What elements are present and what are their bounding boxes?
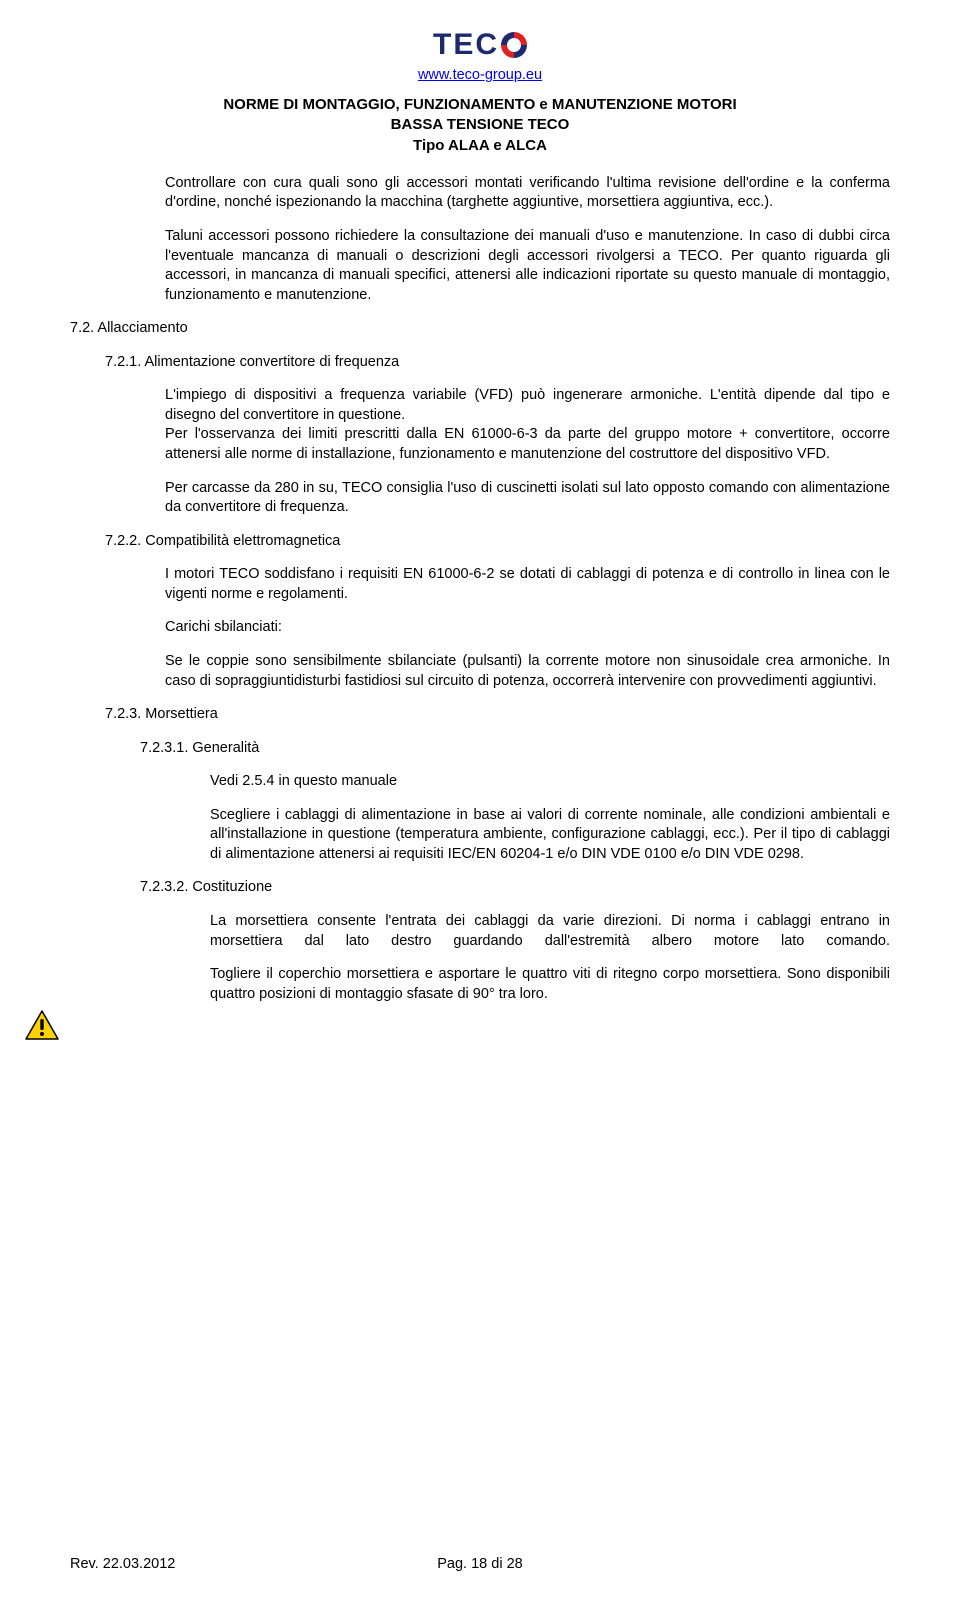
section-7-2-3-2: 7.2.3.2. Costituzione bbox=[140, 878, 890, 898]
paragraph-7-2-1-block: L'impiego di dispositivi a frequenza var… bbox=[165, 386, 890, 464]
paragraph-7-2-2-c: Se le coppie sono sensibilmente sbilanci… bbox=[165, 652, 890, 691]
section-7-2: 7.2. Allacciamento bbox=[70, 319, 890, 339]
paragraph-7-2-1-b: Per l'osservanza dei limiti prescritti d… bbox=[165, 426, 890, 462]
section-7-2-2: 7.2.2. Compatibilità elettromagnetica bbox=[105, 532, 890, 552]
document-title: NORME DI MONTAGGIO, FUNZIONAMENTO e MANU… bbox=[70, 95, 890, 156]
title-line-2: BASSA TENSIONE TECO bbox=[70, 115, 890, 135]
logo: TEC bbox=[433, 25, 527, 66]
footer-revision: Rev. 22.03.2012 bbox=[70, 1555, 343, 1575]
paragraph-7-2-2-b: Carichi sbilanciati: bbox=[165, 618, 890, 638]
logo-text-prefix: TEC bbox=[433, 25, 499, 66]
footer-page-number: Pag. 18 di 28 bbox=[343, 1555, 616, 1575]
paragraph-7-2-1-a: L'impiego di dispositivi a frequenza var… bbox=[165, 387, 890, 423]
logo-swirl-icon bbox=[501, 32, 527, 58]
page-footer: Rev. 22.03.2012 Pag. 18 di 28 bbox=[70, 1555, 890, 1575]
section-7-2-1: 7.2.1. Alimentazione convertitore di fre… bbox=[105, 353, 890, 373]
footer-spacer bbox=[617, 1555, 890, 1575]
paragraph-7-2-2-a: I motori TECO soddisfano i requisiti EN … bbox=[165, 565, 890, 604]
paragraph-7-2-3-2-a: La morsettiera consente l'entrata dei ca… bbox=[210, 912, 890, 951]
title-line-1: NORME DI MONTAGGIO, FUNZIONAMENTO e MANU… bbox=[70, 95, 890, 115]
paragraph-intro-1: Controllare con cura quali sono gli acce… bbox=[165, 174, 890, 213]
paragraph-7-2-1-c: Per carcasse da 280 in su, TECO consigli… bbox=[165, 479, 890, 518]
section-7-2-3: 7.2.3. Morsettiera bbox=[105, 705, 890, 725]
header-logo-block: TEC www.teco-group.eu bbox=[70, 25, 890, 85]
section-7-2-3-1: 7.2.3.1. Generalità bbox=[140, 739, 890, 759]
paragraph-7-2-3-2-b: Togliere il coperchio morsettiera e aspo… bbox=[210, 965, 890, 1004]
title-line-3: Tipo ALAA e ALCA bbox=[70, 136, 890, 156]
warning-triangle-icon bbox=[25, 1010, 59, 1040]
website-link[interactable]: www.teco-group.eu bbox=[418, 67, 542, 83]
paragraph-intro-2: Taluni accessori possono richiedere la c… bbox=[165, 227, 890, 305]
paragraph-7-2-3-1-b: Scegliere i cablaggi di alimentazione in… bbox=[210, 806, 890, 865]
paragraph-7-2-3-1-a: Vedi 2.5.4 in questo manuale bbox=[210, 772, 890, 792]
